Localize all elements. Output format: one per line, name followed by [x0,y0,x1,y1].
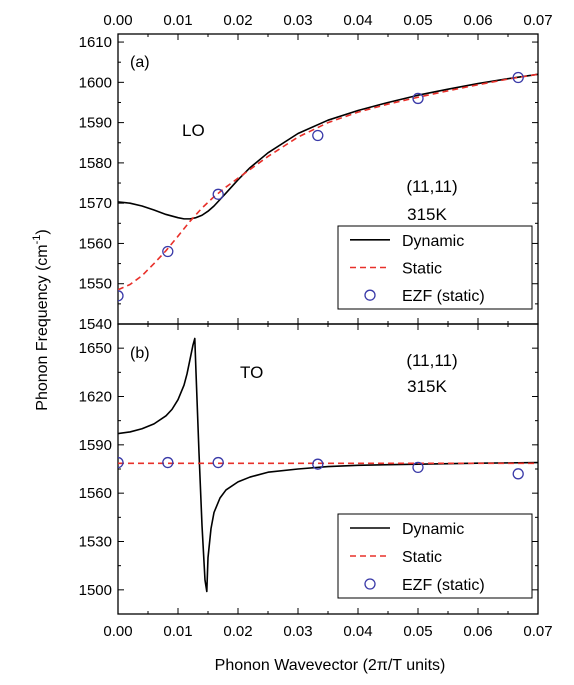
ezf-point-b [118,456,124,469]
y-tick-label-b: 1500 [79,582,112,599]
panel-label-a: (a) [130,54,150,71]
ezf-point-b [512,468,524,480]
data-layer-a [118,71,538,302]
legend-a: Dynamic Static EZF (static) [337,225,533,310]
y-tick-label-b: 1560 [79,485,112,502]
ezf-point-b [162,456,174,469]
x-tick-label-top: 0.05 [403,12,432,29]
dynamic-line-b [118,337,538,593]
y-axis-title-main: Phonon Frequency (cm [34,244,51,410]
x-tick-label-top: 0.00 [103,12,132,29]
data-layer-b [118,337,538,593]
panel-b: 0.00 0.01 0.02 0.03 0.04 0.05 0.06 0.07 1500 1530… [79,323,553,640]
y-tick-label-a: 1570 [79,195,112,212]
y-tick-label-a: 1590 [79,115,112,132]
y-tick-label-b: 1590 [79,437,112,454]
legend-label: Dynamic [402,521,464,538]
mode-label-b: TO [240,363,263,382]
ezf-point-b [212,456,224,469]
x-tick-label-top: 0.07 [523,12,552,29]
x-tick-label-top: 0.01 [163,12,192,29]
ezf-point-b [312,458,324,470]
ezf-point-a [162,245,174,258]
panel-label-b: (b) [130,345,150,362]
y-tick-label-b: 1650 [79,340,112,357]
x-tick-label-bottom: 0.04 [343,623,372,640]
legend-swatch-ezf [364,578,376,590]
y-axis-title-unit-superscript: -1 [31,235,43,245]
y-tick-label-a: 1540 [79,316,112,333]
ezf-point-a [312,129,324,142]
x-tick-label-top: 0.04 [343,12,372,29]
x-tick-label-bottom: 0.00 [103,623,132,640]
y-tick-label-b: 1530 [79,534,112,551]
axis-titles: Phonon Wavevector (2π/T units) Phonon Fr… [31,229,445,674]
ezf-point-b [412,461,424,474]
y-axis-title: Phonon Frequency (cm-1) [31,229,51,410]
static-line-a [118,73,538,291]
chirality-label-a: (11,11) [406,177,457,196]
legend-label: Static [402,549,442,566]
y-tick-label-a: 1580 [79,155,112,172]
legend-label: Static [402,261,442,278]
x-tick-label-bottom: 0.03 [283,623,312,640]
x-tick-label-top: 0.06 [463,12,492,29]
temperature-label-b: 315K [407,377,447,396]
x-tick-label-bottom: 0.06 [463,623,492,640]
ezf-point-a [412,92,424,105]
y-tick-label-a: 1610 [79,34,112,51]
panel-a: 0.00 0.01 0.02 0.03 0.04 0.05 0.06 0.07 1540 1550… [79,12,553,333]
y-tick-label-a: 1560 [79,235,112,252]
x-tick-label-top: 0.02 [223,12,252,29]
y-axis-title-close: ) [34,229,51,234]
legend-swatch-ezf [364,289,376,301]
y-tick-label-b: 1620 [79,389,112,406]
ezf-point-a [512,71,524,84]
legend-b: Dynamic Static EZF (static) [337,513,533,599]
temperature-label-a: 315K [407,205,447,224]
x-tick-label-bottom: 0.05 [403,623,432,640]
x-tick-label-bottom: 0.07 [523,623,552,640]
ezf-point-a [212,188,224,200]
legend-label: EZF (static) [402,577,485,594]
y-tick-label-a: 1600 [79,74,112,91]
mode-label-a: LO [182,121,205,140]
ezf-point-a [118,290,124,302]
chirality-label-b: (11,11) [406,351,457,370]
dynamic-line-a [118,73,538,220]
x-axis-title: Phonon Wavevector (2π/T units) [215,657,446,674]
legend-label: EZF (static) [402,288,485,305]
x-tick-label-bottom: 0.02 [223,623,252,640]
y-tick-label-a: 1550 [79,276,112,293]
x-tick-label-top: 0.03 [283,12,312,29]
x-tick-label-bottom: 0.01 [163,623,192,640]
legend-label: Dynamic [402,233,464,250]
